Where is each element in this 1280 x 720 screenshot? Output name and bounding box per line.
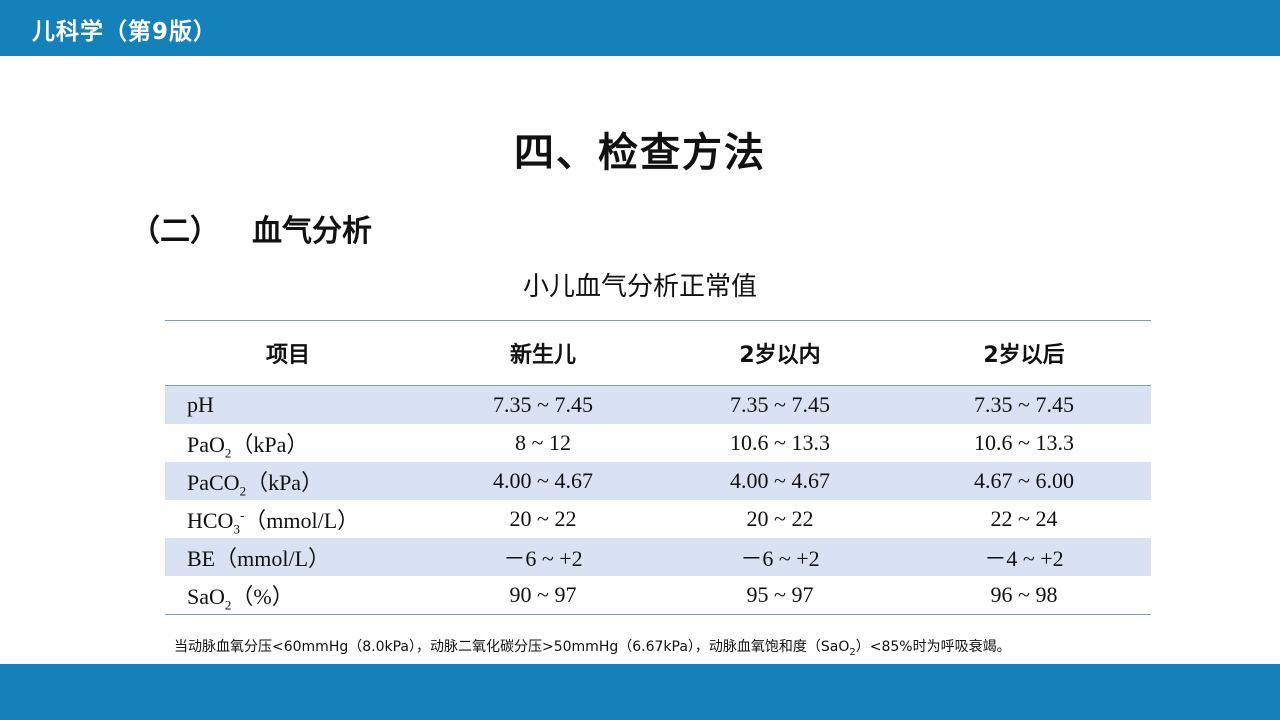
cell-value: 22 ~ 24 bbox=[990, 506, 1058, 531]
cell-value: 7.35 ~ 7.45 bbox=[493, 392, 593, 417]
row-item: HCO3-（mmol/L） bbox=[187, 507, 360, 537]
section-heading: （二） 血气分析 bbox=[130, 206, 372, 250]
top-bar: 儿科学（第9版） bbox=[0, 0, 1280, 56]
table-row: PaCO2（kPa） 4.00 ~ 4.67 4.00 ~ 4.67 4.67 … bbox=[165, 462, 1151, 500]
cell-value: 10.6 ~ 13.3 bbox=[974, 430, 1074, 455]
cell-value: 8 ~ 12 bbox=[515, 430, 571, 455]
table-caption: 小儿血气分析正常值 bbox=[522, 272, 757, 302]
cell-value: 90 ~ 97 bbox=[509, 582, 577, 607]
cell-value: 7.35 ~ 7.45 bbox=[730, 392, 830, 417]
row-item: pH bbox=[187, 392, 214, 417]
book-title: 儿科学（第9版） bbox=[32, 19, 218, 45]
cell-value: －6 ~ +2 bbox=[740, 546, 820, 571]
cell-value: 4.00 ~ 4.67 bbox=[730, 468, 830, 493]
cell-value: 20 ~ 22 bbox=[509, 506, 577, 531]
table-row: HCO3-（mmol/L） 20 ~ 22 20 ~ 22 22 ~ 24 bbox=[165, 500, 1151, 538]
cell-value: 10.6 ~ 13.3 bbox=[730, 430, 830, 455]
header-under-2: 2岁以内 bbox=[739, 343, 821, 368]
row-item: BE（mmol/L） bbox=[187, 546, 331, 571]
row-item: SaO2（%） bbox=[187, 584, 294, 613]
cell-value: 20 ~ 22 bbox=[746, 506, 814, 531]
cell-value: 96 ~ 98 bbox=[990, 582, 1058, 607]
row-item: PaO2（kPa） bbox=[187, 432, 309, 461]
header-over-2: 2岁以后 bbox=[983, 343, 1065, 368]
header-newborn: 新生儿 bbox=[509, 343, 576, 368]
footnote: 当动脉血氧分压<60mmHg（8.0kPa），动脉二氧化碳分压>50mmHg（6… bbox=[174, 639, 1011, 658]
row-item: PaCO2（kPa） bbox=[187, 470, 324, 499]
table-row: PaO2（kPa） 8 ~ 12 10.6 ~ 13.3 10.6 ~ 13.3 bbox=[165, 424, 1151, 462]
table-row: BE（mmol/L） －6 ~ +2 －6 ~ +2 －4 ~ +2 bbox=[165, 538, 1151, 576]
slide-title: 四、检查方法 bbox=[514, 130, 766, 176]
table-row: SaO2（%） 90 ~ 97 95 ~ 97 96 ~ 98 bbox=[165, 576, 1151, 615]
cell-value: 95 ~ 97 bbox=[746, 582, 814, 607]
table-row: pH 7.35 ~ 7.45 7.35 ~ 7.45 7.35 ~ 7.45 bbox=[165, 385, 1151, 424]
header-item: 项目 bbox=[265, 343, 310, 368]
section-title: 血气分析 bbox=[252, 214, 372, 249]
cell-value: －4 ~ +2 bbox=[984, 546, 1064, 571]
cell-value: 4.00 ~ 4.67 bbox=[493, 468, 593, 493]
cell-value: 4.67 ~ 6.00 bbox=[974, 468, 1074, 493]
bottom-bar bbox=[0, 664, 1280, 720]
section-number: （二） bbox=[130, 214, 220, 249]
cell-value: －6 ~ +2 bbox=[503, 546, 583, 571]
blood-gas-table: 项目 新生儿 2岁以内 2岁以后 pH 7.35 ~ 7.45 7.35 ~ 7… bbox=[165, 320, 1151, 615]
cell-value: 7.35 ~ 7.45 bbox=[974, 392, 1074, 417]
table-header-row: 项目 新生儿 2岁以内 2岁以后 bbox=[165, 320, 1151, 386]
